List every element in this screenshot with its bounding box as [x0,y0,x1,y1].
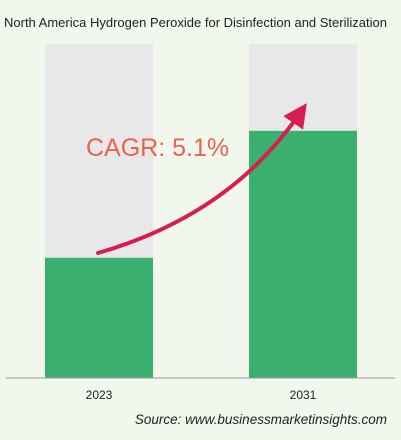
bar-2023 [45,257,153,378]
cagr-annotation: CAGR: 5.1% [86,134,230,162]
bars-layer [45,44,357,378]
tick-labels-layer: 2023 2031 [86,388,317,402]
chart-title: North America Hydrogen Peroxide for Disi… [4,15,387,30]
source-note: Source: www.businessmarketinsights.com [134,412,387,427]
x-tick-label-2023: 2023 [86,388,113,402]
growth-arrow [96,103,307,255]
x-tick-label-2031: 2031 [290,388,317,402]
growth-arrow-path [96,103,307,255]
bar-2031 [249,130,357,378]
